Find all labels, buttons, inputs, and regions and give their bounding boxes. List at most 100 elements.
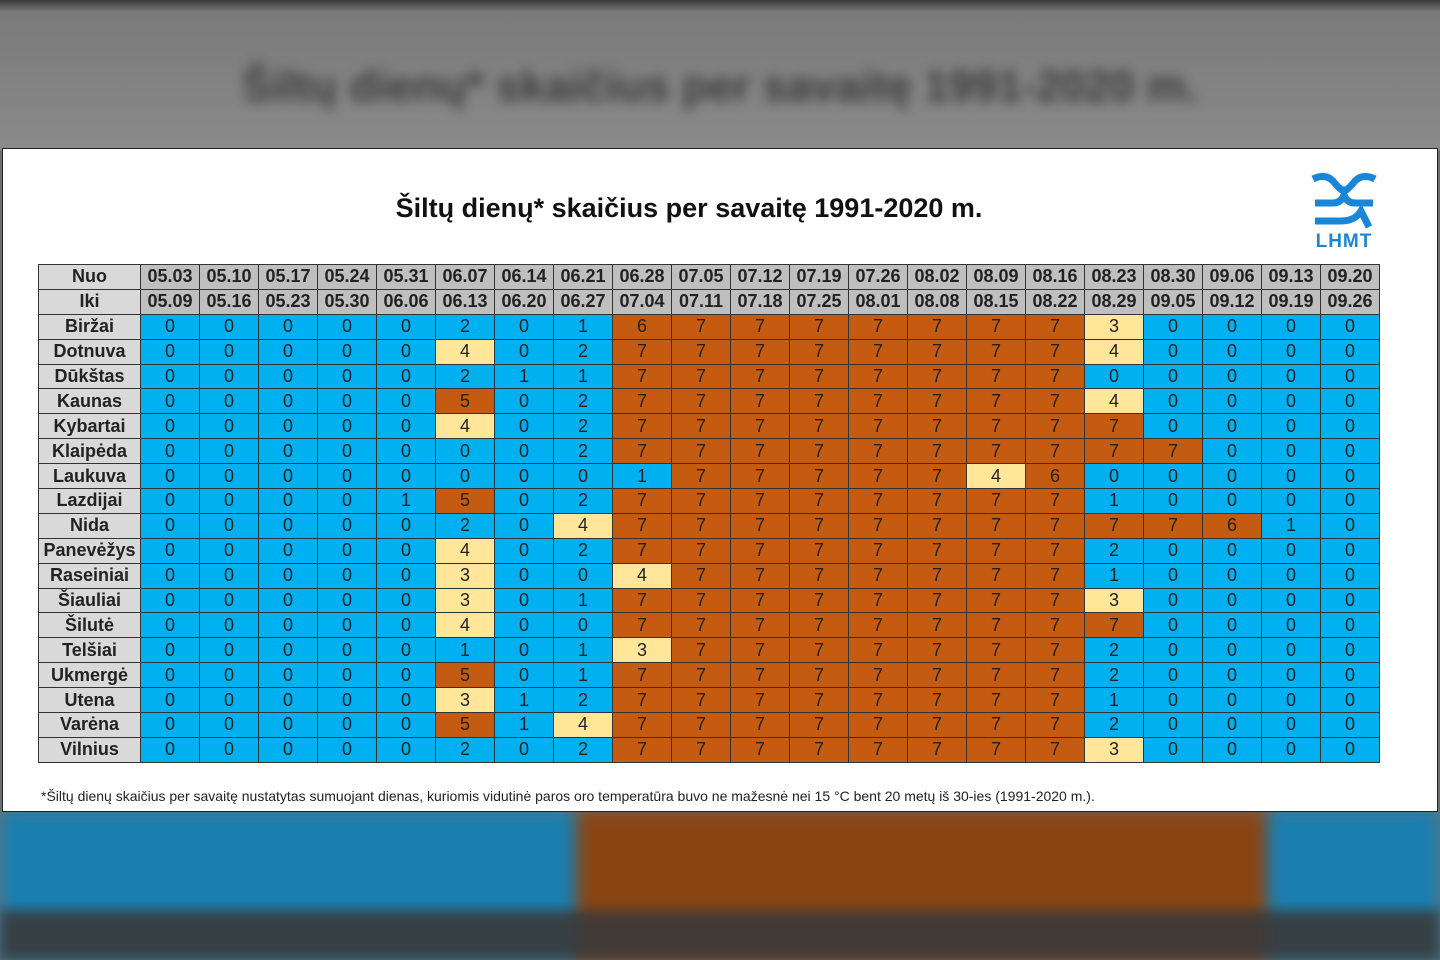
- value-cell: 7: [789, 687, 849, 714]
- value-cell: 7: [789, 612, 849, 639]
- value-cell: 7: [612, 388, 672, 415]
- value-cell: 7: [966, 612, 1026, 639]
- value-cell: 7: [1025, 637, 1085, 664]
- value-cell: 0: [1202, 463, 1262, 490]
- value-cell: 4: [435, 338, 495, 365]
- value-cell: 7: [848, 662, 908, 689]
- station-name: Klaipėda: [38, 438, 141, 465]
- value-cell: 7: [1084, 438, 1144, 465]
- date-header: 08.01: [848, 288, 908, 315]
- date-header: 05.17: [258, 264, 318, 290]
- table-row: Dūkštas 0 0 0 0 0 2 1 1 7 7 7 7 7 7 7 7 0 0 0 0 0: [38, 363, 1380, 390]
- value-cell: 0: [1202, 338, 1262, 365]
- value-cell: 7: [907, 736, 967, 763]
- value-cell: 7: [671, 363, 731, 390]
- date-header: 08.02: [907, 264, 967, 290]
- table-row: Kybartai 0 0 0 0 0 4 0 2 7 7 7 7 7 7 7 7 7 0 0 0 0: [38, 413, 1380, 440]
- value-cell: 7: [907, 463, 967, 490]
- value-cell: 2: [435, 363, 495, 390]
- value-cell: 7: [1025, 438, 1085, 465]
- date-header: 08.22: [1025, 288, 1085, 315]
- value-cell: 7: [789, 662, 849, 689]
- value-cell: 7: [966, 687, 1026, 714]
- value-cell: 0: [258, 512, 318, 539]
- value-cell: 7: [612, 488, 672, 514]
- value-cell: 7: [789, 637, 849, 664]
- value-cell: 7: [907, 438, 967, 465]
- station-name: Nida: [38, 512, 141, 539]
- value-cell: 7: [671, 313, 731, 340]
- value-cell: 7: [848, 438, 908, 465]
- value-cell: 7: [1025, 413, 1085, 440]
- value-cell: 4: [553, 712, 613, 738]
- value-cell: 7: [907, 537, 967, 564]
- value-cell: 7: [1025, 687, 1085, 714]
- value-cell: 0: [376, 612, 436, 639]
- value-cell: 2: [553, 687, 613, 714]
- value-cell: 0: [376, 512, 436, 539]
- date-header: 06.28: [612, 264, 672, 290]
- value-cell: 7: [907, 587, 967, 614]
- value-cell: 7: [1025, 662, 1085, 689]
- value-cell: 1: [553, 587, 613, 614]
- value-cell: 0: [199, 413, 259, 440]
- value-cell: 7: [730, 388, 790, 415]
- value-cell: 7: [1143, 438, 1203, 465]
- value-cell: 0: [140, 612, 200, 639]
- value-cell: 0: [199, 463, 259, 490]
- value-cell: 0: [140, 512, 200, 539]
- value-cell: 0: [1320, 687, 1380, 714]
- date-header: 05.24: [317, 264, 377, 290]
- value-cell: 0: [376, 687, 436, 714]
- value-cell: 7: [1025, 488, 1085, 514]
- value-cell: 0: [553, 612, 613, 639]
- logo-text: LHMT: [1315, 231, 1373, 252]
- blurred-background-title: Šiltų dienų* skaičius per savaitę 1991-2…: [241, 62, 1199, 111]
- value-cell: 0: [317, 537, 377, 564]
- value-cell: 0: [317, 562, 377, 589]
- value-cell: 1: [553, 363, 613, 390]
- value-cell: 2: [553, 338, 613, 365]
- date-header: 08.30: [1143, 264, 1203, 290]
- value-cell: 7: [612, 587, 672, 614]
- value-cell: 2: [553, 537, 613, 564]
- value-cell: 7: [1025, 512, 1085, 539]
- value-cell: 0: [1202, 637, 1262, 664]
- value-cell: 1: [553, 662, 613, 689]
- value-cell: 7: [730, 413, 790, 440]
- value-cell: 2: [553, 488, 613, 514]
- value-cell: 0: [1261, 313, 1321, 340]
- value-cell: 7: [789, 537, 849, 564]
- warm-days-table: Nuo 05.03 05.10 05.17 05.24 05.31 06.07 06.14 06…: [38, 264, 1380, 763]
- value-cell: 7: [848, 338, 908, 365]
- date-header: 05.30: [317, 288, 377, 315]
- value-cell: 0: [258, 712, 318, 738]
- value-cell: 0: [376, 338, 436, 365]
- value-cell: 4: [435, 612, 495, 639]
- value-cell: 7: [612, 512, 672, 539]
- value-cell: 7: [966, 562, 1026, 589]
- station-name: Panevėžys: [38, 537, 141, 564]
- value-cell: 0: [376, 388, 436, 415]
- value-cell: 7: [612, 363, 672, 390]
- station-name: Kaunas: [38, 388, 141, 415]
- value-cell: 1: [376, 488, 436, 514]
- value-cell: 0: [1320, 736, 1380, 763]
- value-cell: 7: [1084, 612, 1144, 639]
- value-cell: 0: [1261, 537, 1321, 564]
- value-cell: 0: [1261, 637, 1321, 664]
- date-header: 06.06: [376, 288, 436, 315]
- value-cell: 0: [258, 413, 318, 440]
- station-name: Laukuva: [38, 463, 141, 490]
- date-header: 06.14: [494, 264, 554, 290]
- value-cell: 7: [789, 438, 849, 465]
- table-row: Panevėžys 0 0 0 0 0 4 0 2 7 7 7 7 7 7 7 7 2 0 0 0 0: [38, 537, 1380, 564]
- table-row: Varėna 0 0 0 0 0 5 1 4 7 7 7 7 7 7 7 7 2 0 0 0 0: [38, 712, 1380, 738]
- value-cell: 0: [1143, 687, 1203, 714]
- value-cell: 1: [612, 463, 672, 490]
- footnote: *Šiltų dienų skaičius per savaitę nustat…: [41, 788, 1095, 804]
- value-cell: 7: [907, 712, 967, 738]
- value-cell: 0: [376, 662, 436, 689]
- value-cell: 0: [140, 488, 200, 514]
- value-cell: 7: [789, 736, 849, 763]
